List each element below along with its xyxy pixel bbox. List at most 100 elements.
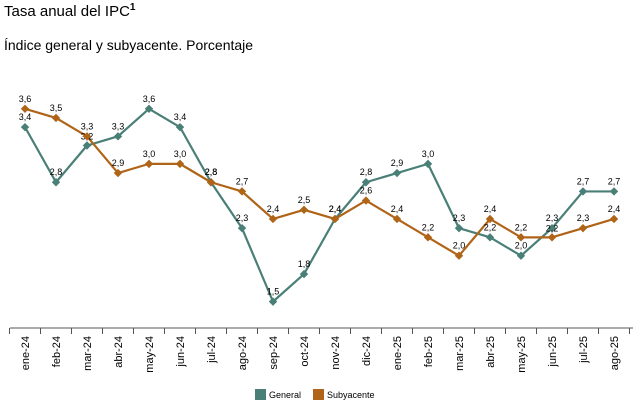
data-label-subyacente: 2,7 bbox=[236, 176, 249, 186]
data-label-general: 2,8 bbox=[360, 167, 373, 177]
data-label-general: 2,2 bbox=[484, 222, 497, 232]
x-tick-label: mar-24 bbox=[82, 336, 94, 371]
x-tick-label: may-24 bbox=[144, 336, 156, 373]
data-label-general: 3,4 bbox=[19, 112, 32, 122]
data-label-subyacente: 2,0 bbox=[453, 241, 466, 251]
data-point-subyacente bbox=[423, 233, 433, 242]
x-tick-label: feb-24 bbox=[51, 336, 63, 367]
data-point-general bbox=[175, 122, 185, 132]
x-tick-label: feb-25 bbox=[423, 336, 435, 367]
data-label-subyacente: 2,4 bbox=[329, 204, 342, 214]
data-point-subyacente bbox=[485, 214, 495, 224]
data-point-subyacente bbox=[144, 159, 154, 169]
data-label-subyacente: 3,6 bbox=[19, 94, 32, 104]
x-tick-label: abr-25 bbox=[485, 336, 497, 368]
x-tick-label: abr-24 bbox=[113, 336, 125, 368]
data-label-subyacente: 2,9 bbox=[112, 158, 125, 168]
legend-item-general: General bbox=[255, 389, 301, 400]
data-point-subyacente bbox=[330, 214, 340, 224]
data-label-general: 2,4 bbox=[329, 204, 342, 214]
title-footnote-mark: 1 bbox=[129, 2, 136, 13]
x-tick-label: sep-24 bbox=[268, 336, 280, 370]
data-point-subyacente bbox=[20, 104, 30, 113]
x-tick-label: jun-25 bbox=[547, 336, 559, 368]
data-label-general: 2,0 bbox=[515, 241, 528, 251]
data-label-subyacente: 2,4 bbox=[267, 204, 280, 214]
series-line-general bbox=[24, 107, 614, 303]
series-line-subyacente bbox=[24, 107, 615, 257]
data-label-subyacente: 2,8 bbox=[205, 167, 218, 177]
chart-title: Tasa anual del IPC1 bbox=[4, 2, 136, 21]
data-label-subyacente: 2,4 bbox=[484, 204, 497, 214]
data-point-subyacente bbox=[547, 233, 557, 242]
x-tick-label: oct-24 bbox=[299, 336, 311, 367]
data-point-subyacente bbox=[578, 223, 588, 233]
chart-subtitle: Índice general y subyacente. Porcentaje bbox=[4, 37, 254, 53]
data-label-general: 3,4 bbox=[174, 112, 187, 122]
data-point-general bbox=[299, 269, 309, 279]
x-tick-label: ago-25 bbox=[609, 336, 621, 370]
x-tick-label: nov-24 bbox=[330, 336, 342, 370]
x-tick-label: ene-24 bbox=[20, 336, 32, 370]
data-point-general bbox=[113, 132, 123, 141]
data-point-general bbox=[237, 223, 247, 233]
x-tick-label: mar-25 bbox=[454, 336, 466, 371]
data-label-general: 3,3 bbox=[112, 121, 125, 131]
x-tick-label: jul-24 bbox=[206, 336, 218, 364]
data-label-general: 2,3 bbox=[236, 213, 249, 223]
x-tick-label: jun-24 bbox=[175, 336, 187, 368]
data-point-subyacente bbox=[392, 214, 402, 224]
legend: General Subyacente bbox=[255, 389, 387, 400]
data-label-subyacente: 3,0 bbox=[143, 149, 156, 159]
data-point-subyacente bbox=[609, 214, 619, 224]
data-point-subyacente bbox=[113, 168, 123, 178]
data-point-subyacente bbox=[206, 178, 216, 187]
data-point-general bbox=[578, 187, 588, 196]
data-label-subyacente: 2,2 bbox=[422, 222, 435, 232]
data-point-general bbox=[423, 159, 433, 169]
data-label-subyacente: 2,3 bbox=[577, 213, 590, 223]
data-label-general: 2,7 bbox=[608, 176, 621, 186]
data-label-subyacente: 3,5 bbox=[50, 103, 63, 113]
data-label-subyacente: 3,0 bbox=[174, 149, 187, 159]
data-label-general: 1,5 bbox=[267, 287, 280, 297]
data-label-general: 1,8 bbox=[298, 259, 311, 269]
data-label-general: 2,3 bbox=[453, 213, 466, 223]
data-label-subyacente: 2,6 bbox=[360, 186, 373, 196]
data-point-general bbox=[609, 187, 619, 196]
data-point-general bbox=[392, 168, 402, 178]
legend-label-general: General bbox=[269, 389, 302, 400]
data-point-subyacente bbox=[361, 196, 371, 205]
data-label-general: 3,6 bbox=[143, 94, 156, 104]
data-label-general: 2,9 bbox=[391, 158, 404, 168]
data-point-general bbox=[361, 178, 371, 187]
legend-item-subyacente: Subyacente bbox=[313, 389, 375, 400]
data-label-subyacente: 2,5 bbox=[298, 195, 311, 205]
x-tick-label: may-25 bbox=[516, 336, 528, 373]
data-label-general: 2,8 bbox=[50, 167, 63, 177]
data-point-subyacente bbox=[51, 113, 61, 123]
data-point-subyacente bbox=[175, 159, 185, 169]
data-point-subyacente bbox=[237, 187, 247, 196]
data-label-general: 2,8 bbox=[205, 167, 218, 177]
data-label-subyacente: 2,4 bbox=[391, 204, 404, 214]
x-tick-label: dic-24 bbox=[361, 336, 373, 366]
data-label-general: 3,0 bbox=[422, 149, 435, 159]
data-point-subyacente bbox=[82, 132, 92, 141]
x-tick-label: ene-25 bbox=[392, 336, 404, 370]
data-label-subyacente: 2,4 bbox=[608, 204, 621, 214]
x-tick-label: ago-24 bbox=[237, 336, 249, 370]
data-point-subyacente bbox=[516, 233, 526, 242]
data-point-general bbox=[51, 178, 61, 187]
data-point-subyacente bbox=[454, 251, 464, 260]
data-point-general bbox=[268, 297, 278, 306]
legend-swatch-subyacente bbox=[313, 389, 325, 400]
data-label-general: 2,7 bbox=[577, 176, 590, 186]
data-label-general: 2,3 bbox=[546, 213, 559, 223]
legend-label-subyacente: Subyacente bbox=[327, 389, 375, 400]
data-point-general bbox=[20, 122, 30, 132]
x-tick-label: jul-25 bbox=[578, 336, 590, 364]
data-point-general bbox=[485, 233, 495, 242]
data-point-general bbox=[82, 141, 92, 150]
